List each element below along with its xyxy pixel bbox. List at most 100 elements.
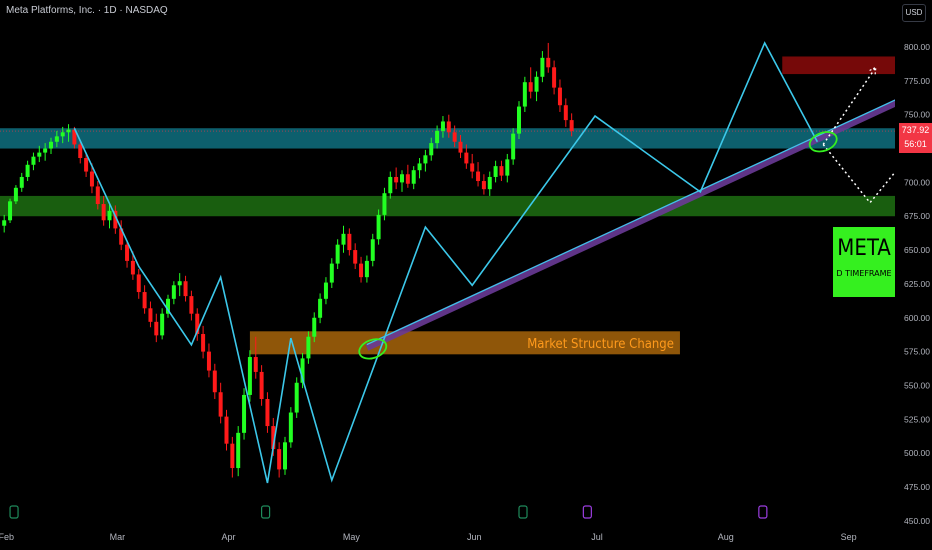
candle-body — [347, 233, 352, 251]
candle-body — [183, 281, 188, 297]
candle-body — [411, 170, 416, 184]
candle-body — [370, 239, 375, 261]
x-tick-label: Sep — [841, 532, 857, 542]
candle-body — [505, 159, 510, 176]
candle-body — [136, 274, 141, 293]
candle-body — [359, 263, 364, 278]
ellipse-marker-1 — [808, 131, 838, 153]
candle-body — [429, 143, 434, 156]
candle-body — [388, 176, 393, 194]
candle-body — [563, 105, 568, 121]
candle-body — [517, 106, 521, 134]
candle-body — [119, 228, 124, 245]
candle-body — [242, 394, 247, 433]
candle-body — [400, 174, 404, 183]
candle-body — [160, 313, 165, 336]
candle-body — [364, 260, 369, 278]
x-tick-label: Jul — [591, 532, 603, 542]
y-tick-label: 550.00 — [904, 380, 930, 390]
candle-body — [95, 186, 100, 205]
candle-body — [528, 82, 533, 92]
candle-body — [206, 351, 211, 371]
y-tick-label: 525.00 — [904, 414, 930, 424]
candle-body — [481, 181, 486, 190]
candle-body — [236, 432, 241, 469]
candle-body — [487, 176, 492, 190]
y-tick-label: 675.00 — [904, 211, 930, 221]
candle-body — [60, 132, 65, 137]
candle-body — [66, 129, 71, 133]
candle-body — [283, 442, 287, 470]
candle-body — [464, 152, 469, 164]
candle-body — [470, 163, 475, 172]
ticker-badge: META D TIMEFRAME — [833, 227, 895, 297]
zone-target — [782, 56, 932, 75]
candle-body — [43, 148, 48, 153]
candle-body — [125, 244, 130, 261]
current-price-label: 737.92 — [901, 125, 930, 135]
candle-body — [499, 166, 504, 176]
event-marker-icon — [9, 505, 19, 519]
candle-body — [37, 152, 42, 157]
candle-body — [218, 392, 223, 417]
x-tick-label: Jun — [467, 532, 482, 542]
candle-body — [476, 171, 481, 182]
candle-body — [113, 210, 118, 229]
candle-body — [446, 121, 451, 133]
candle-body — [376, 214, 381, 240]
y-tick-label: 775.00 — [904, 76, 930, 86]
candle-body — [72, 129, 77, 145]
candle-body — [557, 87, 562, 106]
candle-body — [394, 176, 399, 183]
candle-body — [423, 155, 428, 164]
y-tick-label: 700.00 — [904, 177, 930, 187]
currency-button[interactable]: USD — [902, 4, 926, 22]
candle-body — [101, 204, 106, 221]
candle-body — [458, 141, 463, 153]
candle-body — [440, 121, 445, 131]
candle-body — [224, 416, 229, 444]
event-marker-icon — [261, 505, 271, 519]
bar-countdown-label: 56:01 — [904, 139, 927, 149]
candle-body — [253, 357, 258, 372]
candle-body — [271, 426, 276, 450]
y-tick-label: 750.00 — [904, 110, 930, 120]
candle-body — [288, 412, 293, 443]
ellipse-marker-0 — [358, 338, 388, 360]
x-tick-label: May — [343, 532, 361, 542]
candle-body — [19, 176, 24, 188]
candle-body — [522, 82, 527, 107]
event-marker-icon — [582, 505, 592, 519]
candle-body — [89, 171, 94, 187]
candle-body — [230, 443, 235, 469]
y-axis-panel — [895, 0, 932, 550]
candle-body — [107, 210, 112, 221]
zone-resistance — [0, 128, 932, 149]
candle-body — [353, 250, 358, 264]
candle-body — [78, 144, 83, 159]
y-tick-label: 800.00 — [904, 42, 930, 52]
candle-body — [312, 317, 317, 337]
candle-body — [546, 57, 551, 68]
zone-label-structure: Market Structure Change — [527, 337, 674, 352]
y-tick-label: 475.00 — [904, 482, 930, 492]
candle-body — [259, 371, 264, 399]
y-tick-label: 575.00 — [904, 347, 930, 357]
candle-body — [435, 130, 440, 144]
candle-body — [142, 292, 147, 309]
candle-body — [265, 399, 270, 427]
candle-body — [552, 67, 557, 88]
candle-body — [154, 321, 159, 336]
candle-body — [277, 449, 282, 470]
x-tick-label: Apr — [221, 532, 235, 542]
candle-body — [323, 282, 328, 299]
candle-body — [2, 220, 7, 226]
trendline-band — [365, 82, 932, 351]
zone-support — [0, 195, 932, 217]
candle-body — [201, 334, 206, 352]
candle-body — [25, 164, 30, 177]
candle-body — [84, 158, 89, 172]
candle-body — [306, 336, 311, 359]
candle-body — [31, 156, 36, 165]
